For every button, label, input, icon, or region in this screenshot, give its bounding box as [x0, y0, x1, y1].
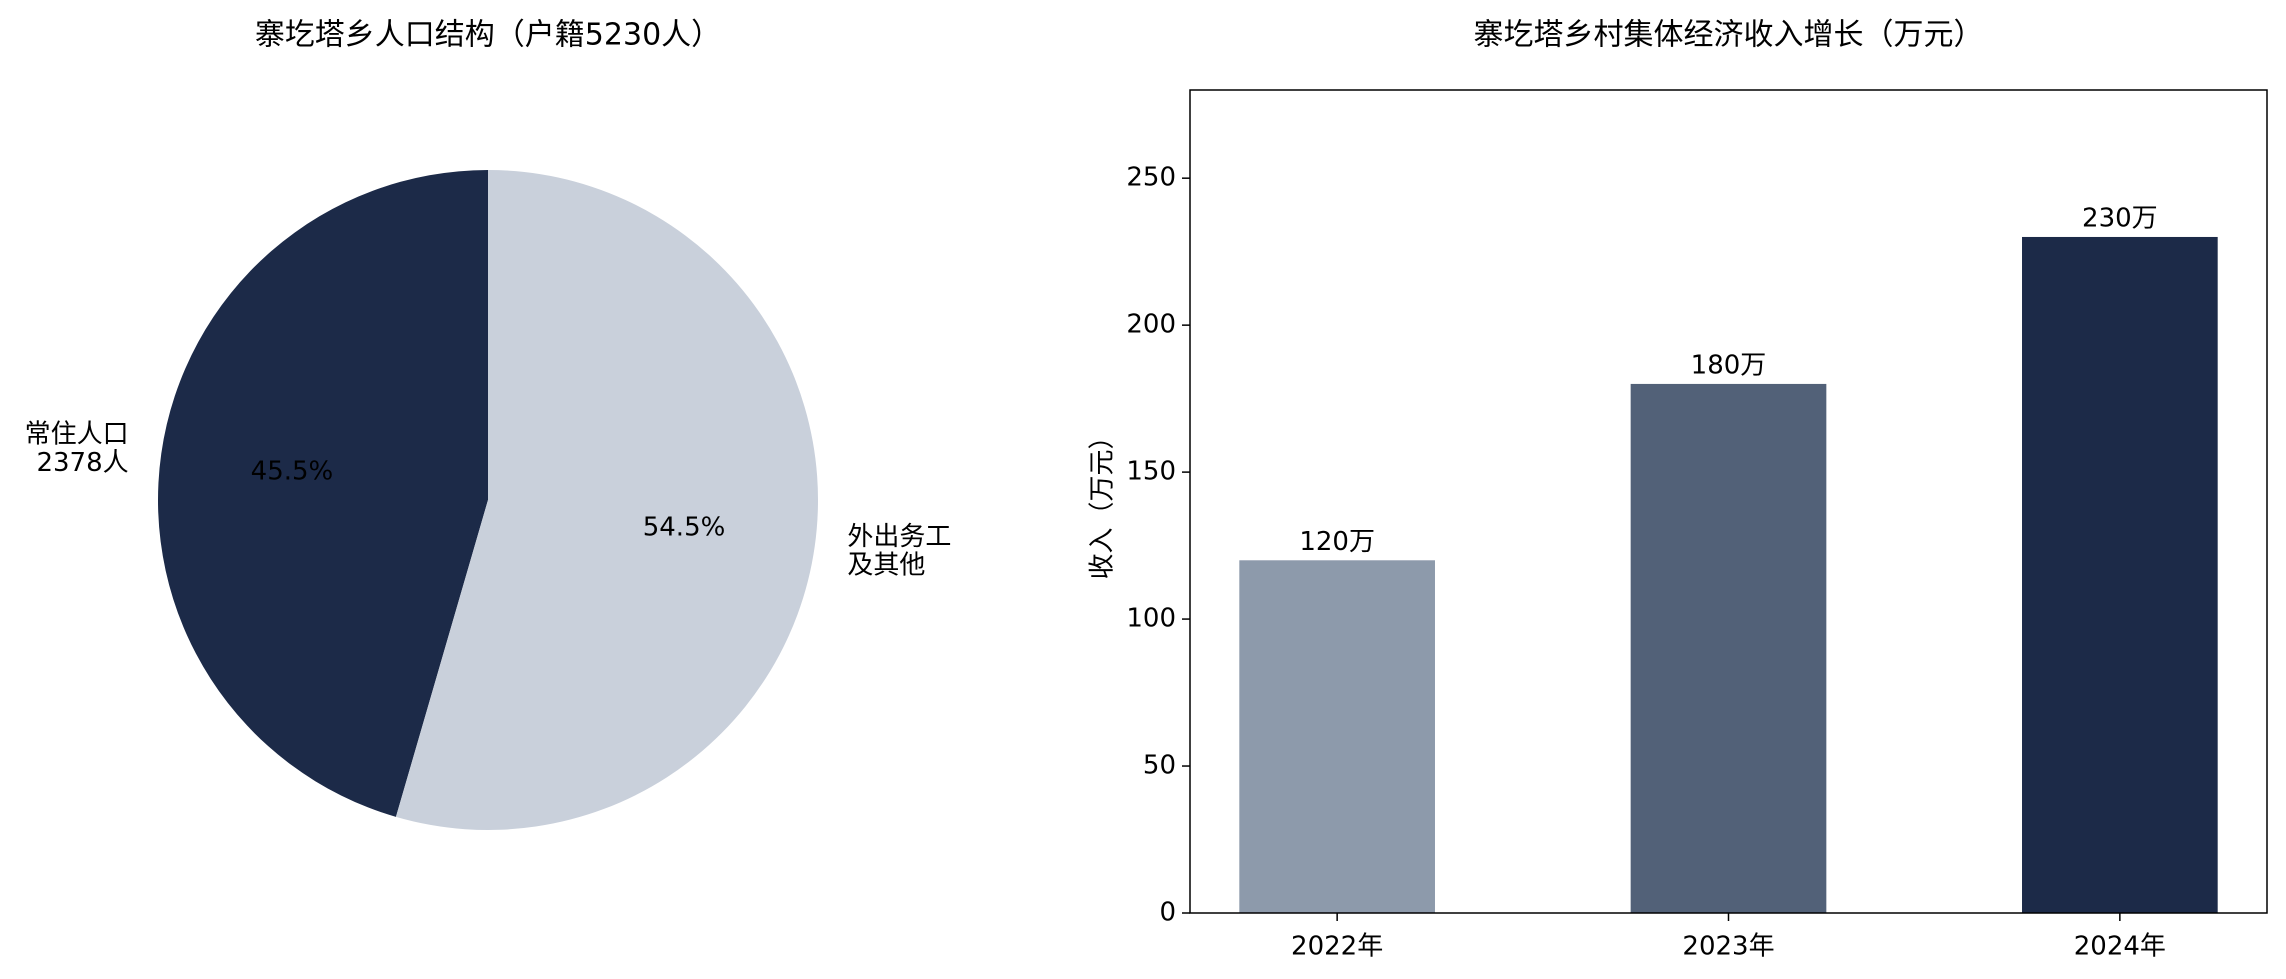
plot-frame — [1189, 89, 2268, 914]
percent-label: 45.5% — [251, 457, 334, 487]
y-tick-label: 200 — [1126, 310, 1176, 340]
y-axis-label: 收入（万元） — [1088, 423, 1118, 579]
chart-title: 寨圪塔乡人口结构（户籍5230人） — [255, 18, 721, 53]
chart-title: 寨圪塔乡村集体经济收入增长（万元） — [1474, 18, 1984, 53]
x-tick-label: 2022年 — [1291, 932, 1383, 962]
x-tick-label: 2024年 — [2074, 932, 2166, 962]
y-tick-label: 150 — [1126, 457, 1176, 487]
bar — [1239, 560, 1435, 913]
y-tick-label: 250 — [1126, 163, 1176, 193]
percent-label: 54.5% — [643, 512, 726, 542]
slice-label: 常住人口 2378人 — [25, 419, 129, 478]
bar — [2022, 236, 2218, 913]
pie-slice — [395, 170, 819, 830]
y-tick-label: 0 — [1159, 898, 1176, 928]
bar — [1630, 383, 1827, 913]
x-tick-label: 2023年 — [1682, 932, 1774, 962]
slice-label: 外出务工及其他 — [847, 521, 951, 580]
value-label: 120万 — [1299, 527, 1375, 557]
pie-slice — [158, 170, 488, 817]
value-label: 180万 — [1691, 350, 1767, 380]
y-tick-label: 50 — [1143, 751, 1176, 781]
value-label: 230万 — [2082, 203, 2158, 233]
y-tick-label: 100 — [1126, 604, 1176, 634]
